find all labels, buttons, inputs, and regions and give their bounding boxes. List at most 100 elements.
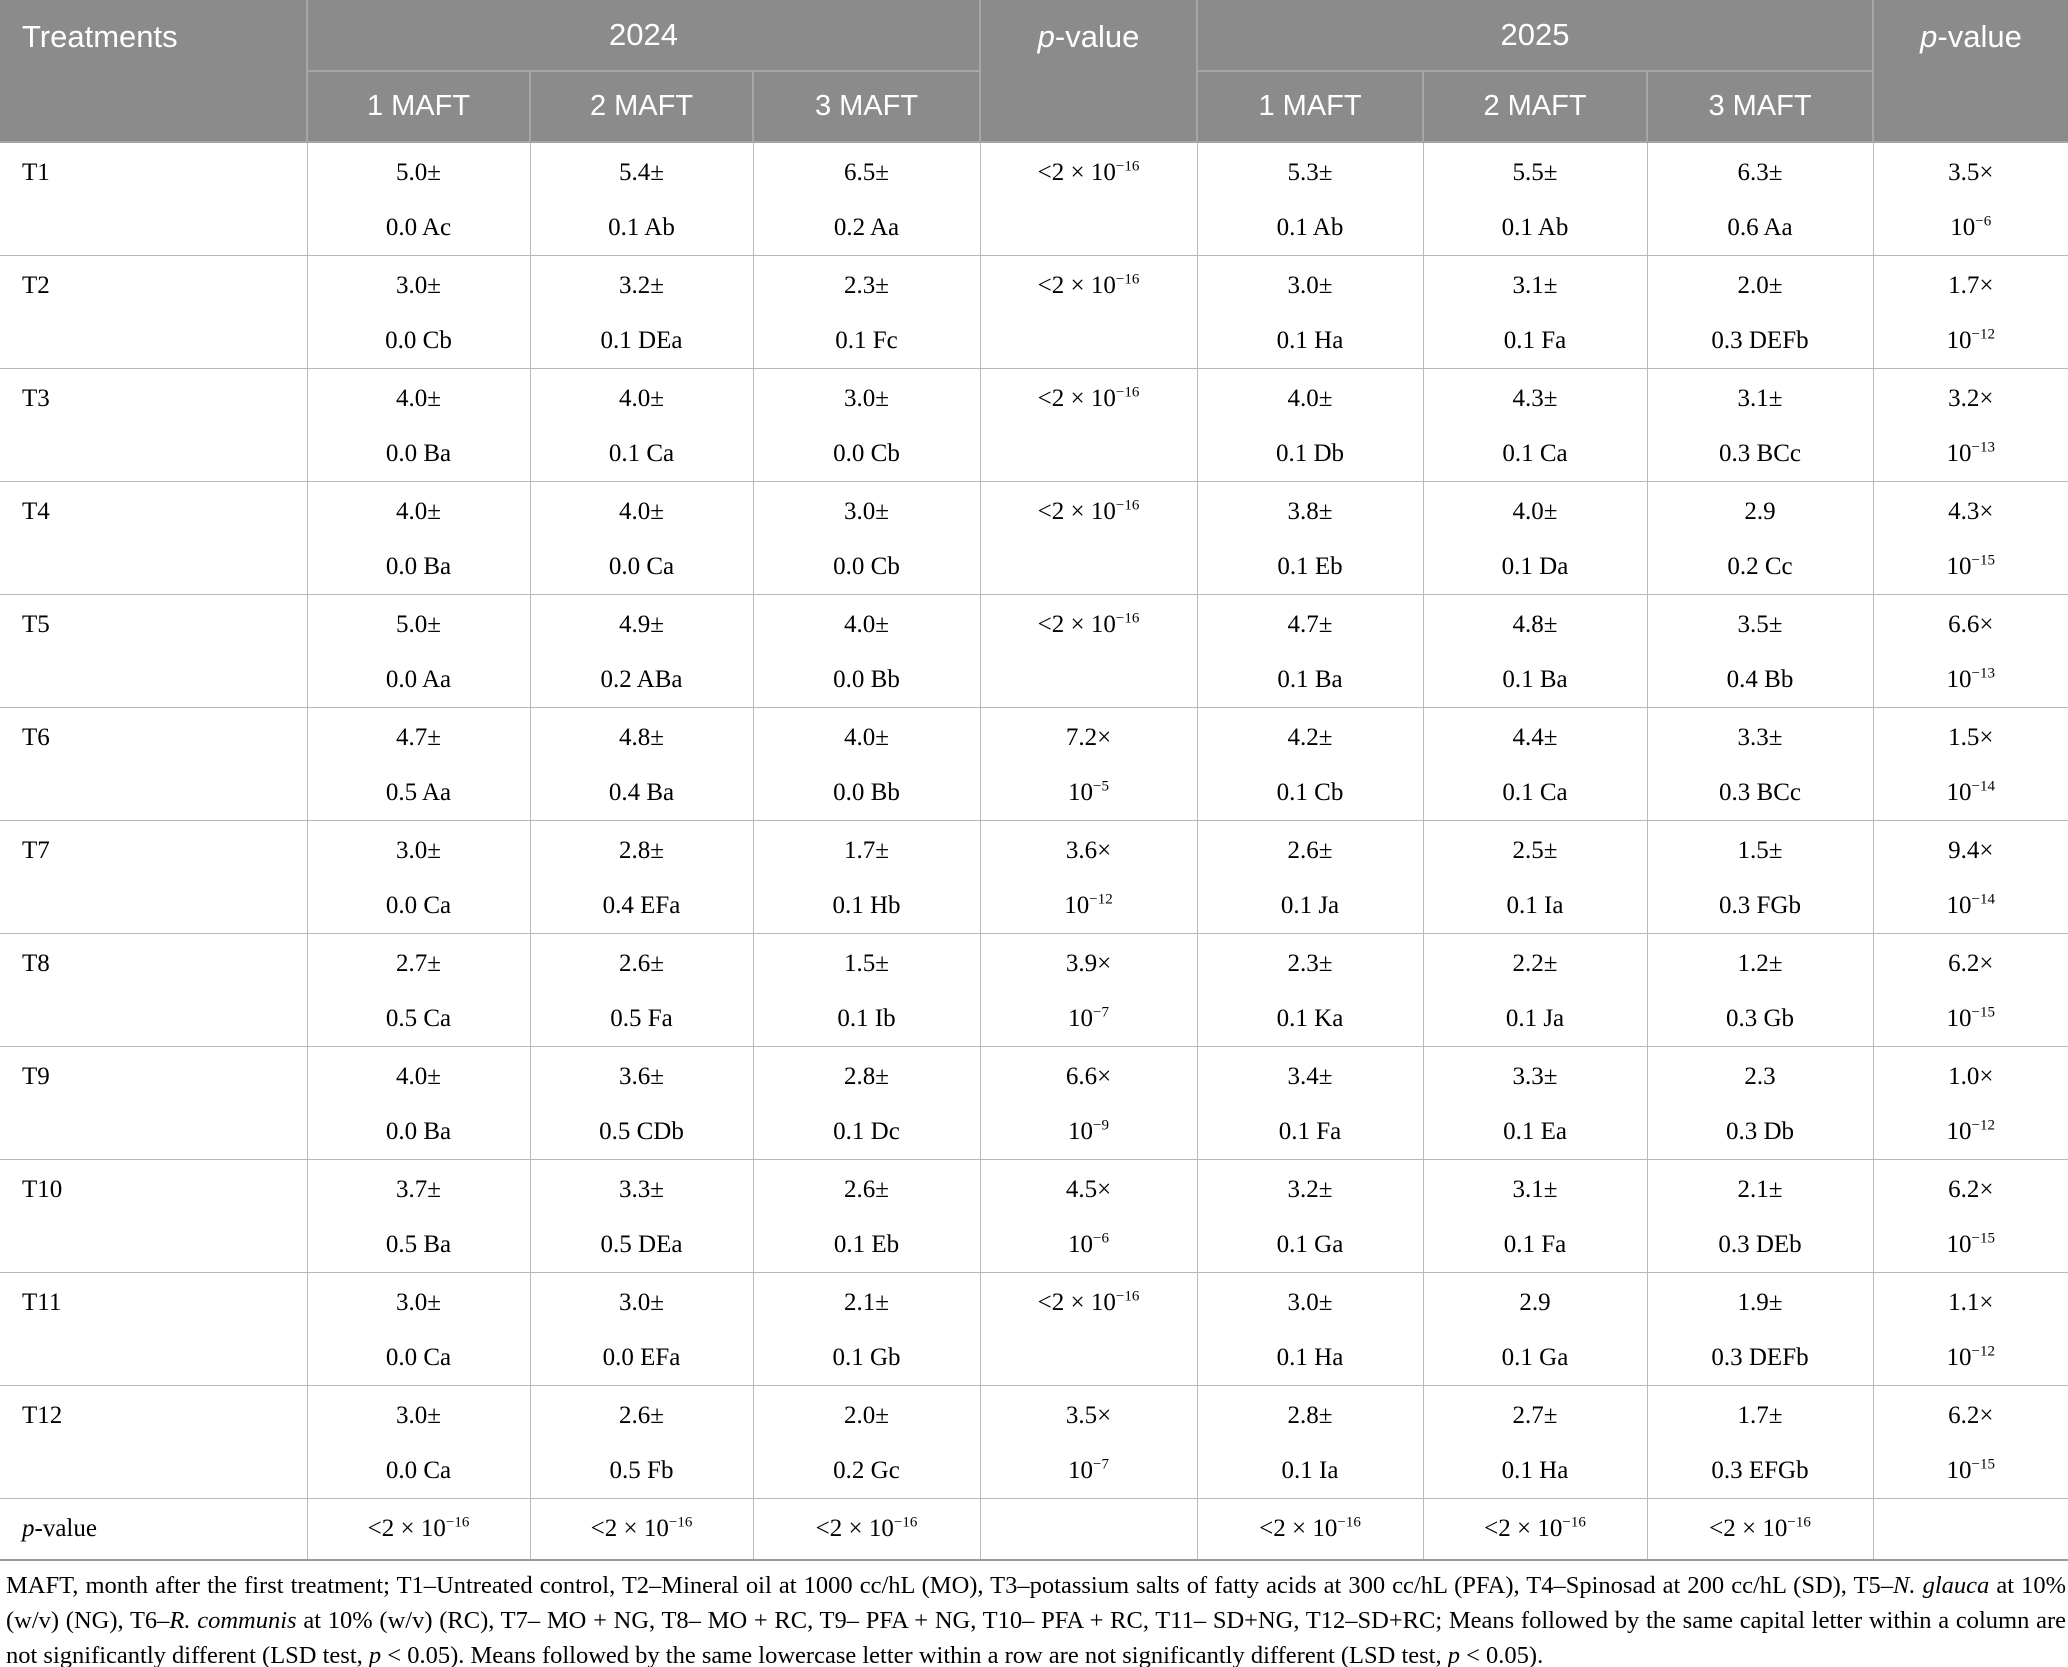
cell-line: <2 × 10−16: [1037, 497, 1140, 525]
table-cell: 2.7± 0.1 Ha: [1422, 1384, 1648, 1499]
cell-line: 0.0 Ca: [385, 1343, 452, 1371]
cell-line: 0.1 Ha: [1276, 1343, 1344, 1371]
table-cell: 4.8± 0.1 Ba: [1422, 593, 1648, 708]
cell-line: 10−12: [1064, 891, 1113, 919]
cell-line: 0.2 Cc: [1727, 552, 1793, 580]
header-2024-2maft: 2 MAFT: [529, 70, 754, 143]
cell-line: 0.1 Da: [1501, 552, 1569, 580]
cell-line: 0.0 Ba: [385, 1117, 452, 1145]
table-row: T12 3.0± 0.0 Ca 2.6± 0.5 Fb 2.0± 0.2 Gc 3.5× 10−…: [0, 1384, 2068, 1499]
pvalue-cell: [979, 1497, 1198, 1560]
cell-line: 0.0 Ac: [385, 214, 452, 241]
table-cell: 6.3± 0.6 Aa: [1646, 141, 1874, 256]
cell-line: 0.1 Ab: [608, 214, 675, 241]
table-cell: 1.0× 10−12: [1872, 1045, 2068, 1160]
cell-line: 4.0±: [619, 497, 664, 525]
cell-line: <2 × 10−16: [367, 1514, 470, 1542]
table-header: Treatments 2024 p-value 2025 p-value 1 M…: [0, 0, 2068, 143]
cell-line: 0.3 EFGb: [1711, 1456, 1809, 1484]
cell-line: 10−6: [1950, 213, 1992, 241]
cell-line: T7: [22, 836, 50, 864]
cell-line: 5.0±: [396, 610, 441, 638]
cell-line: <2 × 10−16: [590, 1514, 693, 1542]
cell-line: 0.1 Eb: [833, 1230, 900, 1258]
cell-line: T9: [22, 1062, 50, 1090]
header-2024-3maft: 3 MAFT: [752, 70, 981, 143]
cell-line: 0.3 FGb: [1719, 891, 1801, 919]
cell-line: 3.5×: [1948, 159, 1994, 186]
table-cell: 3.2× 10−13: [1872, 367, 2068, 482]
cell-line: 0.0 Bb: [833, 665, 900, 693]
cell-line: 0.1 Fa: [1503, 326, 1567, 354]
table-cell: 9.4× 10−14: [1872, 819, 2068, 934]
table-cell: 4.8± 0.4 Ba: [529, 706, 754, 821]
cell-line: 0.5 Ba: [385, 1230, 452, 1258]
cell-line: 0.0 Cb: [833, 552, 900, 580]
cell-line: 2.3±: [844, 271, 889, 299]
table-cell: 2.5± 0.1 Ia: [1422, 819, 1648, 934]
cell-line: 10−14: [1946, 891, 1995, 919]
table-body: T1 5.0± 0.0 Ac 5.4± 0.1 Ab 6.5± 0.2 Aa <2 × 10−…: [0, 141, 2068, 1560]
cell-line: 1.1×: [1948, 1288, 1994, 1316]
table-cell: 2.6± 0.5 Fb: [529, 1384, 754, 1499]
table-cell: <2 × 10−16: [979, 254, 1198, 369]
cell-line: 4.0±: [396, 1062, 441, 1090]
cell-line: 10−6: [1068, 1230, 1109, 1258]
header-pvalue-2025: p-value: [1872, 0, 2068, 143]
cell-line: 4.2±: [1287, 723, 1333, 751]
cell-line: <2 × 10−16: [1037, 158, 1140, 186]
header-2024-1maft: 1 MAFT: [306, 70, 531, 143]
cell-line: 1.0×: [1948, 1062, 1994, 1090]
cell-line: T2: [22, 271, 50, 299]
pvalue-cell: <2 × 10−16: [306, 1497, 531, 1560]
header-pvalue-2024: p-value: [979, 0, 1198, 143]
table-cell: 2.3± 0.1 Ka: [1196, 932, 1424, 1047]
cell-line: 0.1 Ba: [1502, 665, 1568, 693]
cell-line: 4.5×: [1065, 1175, 1112, 1203]
cell-line: 1.2±: [1737, 949, 1783, 977]
table-cell: 1.7± 0.1 Hb: [752, 819, 981, 934]
cell-line: 0.0 Ba: [385, 439, 452, 467]
pvalue-row-label: p-value: [0, 1497, 308, 1560]
cell-line: 1.5±: [1737, 836, 1783, 864]
cell-line: 3.1±: [1512, 271, 1558, 299]
cell-line: 3.9×: [1065, 949, 1112, 977]
row-label: T5: [0, 593, 308, 708]
cell-line: <2 × 10−16: [1709, 1514, 1811, 1542]
table-cell: 1.9± 0.3 DEFb: [1646, 1271, 1874, 1386]
table-cell: 3.5× 10−6: [1872, 141, 2068, 256]
cell-line: 6.6×: [1065, 1062, 1112, 1090]
row-label: T2: [0, 254, 308, 369]
table-cell: 5.0± 0.0 Aa: [306, 593, 531, 708]
cell-line: 0.1 Ab: [1501, 214, 1569, 241]
table-cell: 3.2± 0.1 DEa: [529, 254, 754, 369]
row-label: T4: [0, 480, 308, 595]
cell-line: <2 × 10−16: [1484, 1514, 1586, 1542]
cell-line: 10−13: [1946, 439, 1995, 467]
cell-line: <2 × 10−16: [1037, 1288, 1140, 1316]
table-row: T2 3.0± 0.0 Cb 3.2± 0.1 DEa 2.3± 0.1 Fc <2 × 10…: [0, 254, 2068, 369]
cell-line: 0.5 Ca: [385, 1004, 452, 1032]
cell-line: 0.1 Eb: [1277, 552, 1343, 580]
table-cell: 4.4± 0.1 Ca: [1422, 706, 1648, 821]
cell-line: 0.3 BCc: [1719, 439, 1801, 467]
cell-line: 0.1 Db: [1275, 439, 1345, 467]
header-2025-2maft: 2 MAFT: [1422, 70, 1648, 143]
cell-line: T10: [22, 1175, 63, 1203]
table-cell: <2 × 10−16: [979, 480, 1198, 595]
cell-line: 0.1 Ca: [608, 439, 675, 467]
cell-line: 2.2±: [1512, 949, 1558, 977]
cell-line: 4.4±: [1512, 723, 1558, 751]
table-cell: 4.0± 0.0 Ba: [306, 480, 531, 595]
cell-line: 4.0±: [844, 723, 889, 751]
cell-line: 0.3 Gb: [1725, 1004, 1795, 1032]
cell-line: 10−15: [1946, 552, 1995, 580]
cell-line: 2.9: [1519, 1288, 1551, 1316]
cell-line: 0.4 EFa: [602, 891, 681, 919]
cell-line: 0.2 ABa: [600, 665, 683, 693]
cell-line: 6.5±: [844, 159, 889, 186]
table-cell: 4.7± 0.5 Aa: [306, 706, 531, 821]
cell-line: 0.3 BCc: [1719, 778, 1801, 806]
header-2025-3maft: 3 MAFT: [1646, 70, 1874, 143]
cell-line: 0.1 Dc: [833, 1117, 900, 1145]
